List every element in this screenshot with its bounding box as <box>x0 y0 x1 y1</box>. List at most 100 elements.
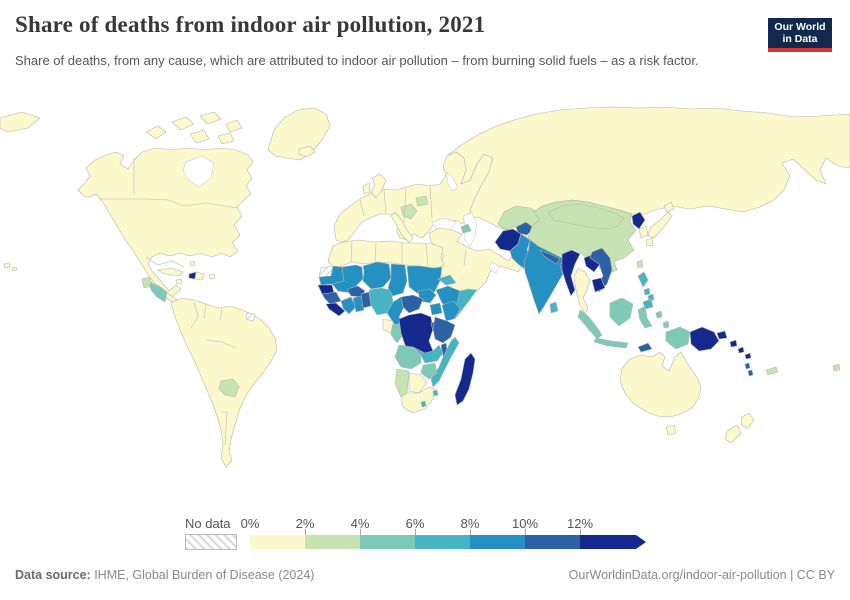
page-title: Share of deaths from indoor air pollutio… <box>15 12 486 37</box>
black-sea <box>431 217 457 231</box>
country-chad[interactable] <box>387 263 408 297</box>
owid-logo-box: Our World in Data <box>768 18 832 48</box>
no-data-label: No data <box>185 516 231 531</box>
country-indonesia[interactable] <box>577 297 691 350</box>
country-uganda[interactable] <box>429 302 443 316</box>
legend-tickmark <box>525 529 526 535</box>
country-greenland[interactable] <box>267 107 331 161</box>
country-gabon[interactable] <box>382 318 394 334</box>
country-north-america[interactable] <box>77 147 254 300</box>
legend-bin-8-10[interactable] <box>470 535 525 549</box>
legend-tick-3: 6% <box>405 516 425 531</box>
legend-tick-0: 0% <box>240 516 260 531</box>
country-uk[interactable] <box>370 173 387 199</box>
legend-tick-2: 4% <box>350 516 370 531</box>
country-vietnam[interactable] <box>589 247 613 293</box>
legend-tick-5: 10% <box>511 516 539 531</box>
country-timor-leste[interactable] <box>637 342 653 353</box>
country-taiwan[interactable] <box>636 259 644 269</box>
legend-tickmark <box>470 529 471 535</box>
country-sri-lanka[interactable] <box>549 301 559 314</box>
country-new-caledonia[interactable] <box>765 366 779 376</box>
country-ghana[interactable] <box>352 295 365 313</box>
country-sudan[interactable] <box>406 265 443 298</box>
chart-subtitle: Share of deaths, from any cause, which a… <box>15 53 699 68</box>
country-zimbabwe[interactable] <box>420 362 438 380</box>
country-australia[interactable] <box>619 351 702 436</box>
country-cote-divoire[interactable] <box>340 296 357 315</box>
legend-tickmark <box>305 529 306 535</box>
hudson-bay <box>182 155 215 188</box>
country-russia[interactable] <box>446 106 850 238</box>
country-eswatini[interactable] <box>432 389 439 397</box>
country-vanuatu[interactable] <box>744 362 754 377</box>
owid-logo[interactable]: Our World in Data <box>768 18 832 52</box>
country-puerto-rico[interactable] <box>208 273 216 280</box>
country-jamaica[interactable] <box>175 278 183 285</box>
data-source-label: Data source: <box>15 568 91 582</box>
country-philippines[interactable] <box>637 271 655 310</box>
country-mali[interactable] <box>331 264 364 294</box>
country-north-korea[interactable] <box>631 211 646 230</box>
country-cambodia[interactable] <box>591 277 606 293</box>
country-myanmar[interactable] <box>561 249 581 297</box>
country-ireland[interactable] <box>362 182 371 195</box>
country-hawaii[interactable] <box>3 262 18 272</box>
country-south-korea[interactable] <box>638 225 649 239</box>
legend-tick-4: 8% <box>460 516 480 531</box>
country-dominican-republic[interactable] <box>194 271 205 281</box>
no-data-swatch[interactable] <box>185 534 237 550</box>
country-togo-benin[interactable] <box>360 291 372 309</box>
legend-tick-6: 12% <box>566 516 594 531</box>
legend-tickmark <box>415 529 416 535</box>
country-fiji[interactable] <box>832 363 841 372</box>
country-angola[interactable] <box>394 344 422 370</box>
legend-bin-6-8[interactable] <box>415 535 470 549</box>
country-french-guiana[interactable] <box>245 312 256 322</box>
legend-bin-0-2[interactable] <box>250 535 305 549</box>
country-niger[interactable] <box>362 261 392 290</box>
country-kenya[interactable] <box>441 300 461 322</box>
country-papua-new-guinea[interactable] <box>689 326 728 352</box>
country-azerbaijan[interactable] <box>460 223 472 234</box>
country-solomon-islands[interactable] <box>729 339 752 360</box>
country-iceland[interactable] <box>298 145 316 158</box>
country-botswana[interactable] <box>408 372 428 394</box>
legend-tick-1: 2% <box>295 516 315 531</box>
country-canada-arctic[interactable] <box>145 111 243 145</box>
country-lesotho[interactable] <box>420 400 427 408</box>
data-source: Data source: IHME, Global Burden of Dise… <box>15 568 314 582</box>
persian-gulf <box>488 261 501 274</box>
country-guinea[interactable] <box>321 291 342 305</box>
mongolia-border <box>547 203 625 230</box>
data-source-text: IHME, Global Burden of Disease (2024) <box>90 568 315 582</box>
country-honduras-nicaragua[interactable] <box>149 282 168 303</box>
legend-bin-2-4[interactable] <box>305 535 360 549</box>
country-new-zealand[interactable] <box>724 412 755 444</box>
owid-logo-stripe <box>768 48 832 52</box>
country-drc[interactable] <box>398 312 434 354</box>
country-southeast-europe[interactable] <box>415 195 429 207</box>
country-cuba[interactable] <box>156 267 184 277</box>
baltic-sea <box>446 171 459 192</box>
country-japan[interactable] <box>645 201 675 247</box>
legend-bin-4-6[interactable] <box>360 535 415 549</box>
legend-tickmark <box>580 529 581 535</box>
country-central-african-republic[interactable] <box>400 294 424 314</box>
country-thailand[interactable] <box>573 267 591 315</box>
country-bahamas[interactable] <box>189 260 196 267</box>
country-eritrea[interactable] <box>437 274 457 286</box>
legend-bin-12-plus[interactable] <box>580 535 646 549</box>
country-madagascar[interactable] <box>454 352 476 406</box>
country-sierra-leone-liberia[interactable] <box>325 302 346 317</box>
country-tanzania[interactable] <box>432 316 456 344</box>
country-zambia[interactable] <box>412 344 444 364</box>
map-legend: No data 0% 2% 4% 6% 8% 10% 12% <box>0 514 850 554</box>
country-russia-fragment[interactable] <box>0 111 41 133</box>
legend-bin-10-12[interactable] <box>525 535 580 549</box>
footer-link[interactable]: OurWorldinData.org/indoor-air-pollution … <box>568 568 835 582</box>
country-paraguay[interactable] <box>218 378 240 398</box>
country-nepal[interactable] <box>539 249 561 265</box>
